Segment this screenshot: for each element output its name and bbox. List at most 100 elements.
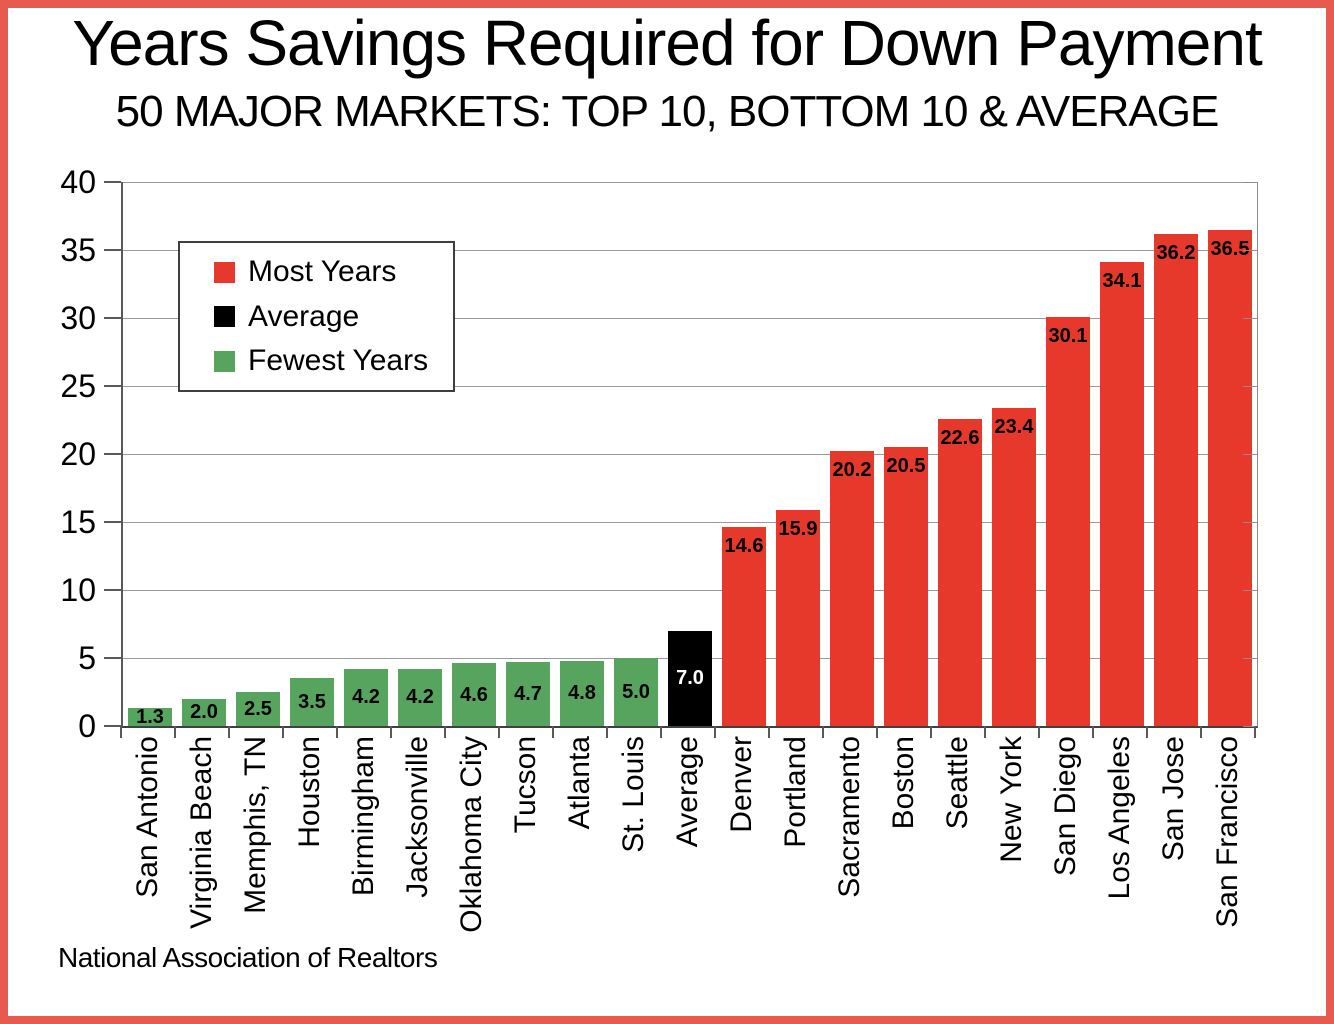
- bar: 15.9: [776, 509, 820, 726]
- x-axis-tick: [714, 726, 716, 738]
- legend-item-average: Average: [214, 299, 443, 333]
- plot-area: 1.3 2.0 2.5 3.5 4.2 4.2 4.6 4.7 4.8 5.0 7.0 14.6 15.…: [121, 182, 1258, 728]
- x-axis-label: Oklahoma City: [455, 736, 488, 933]
- bar: 4.7: [506, 662, 550, 726]
- gridline: [123, 182, 1257, 183]
- bar-value-label: 20.5: [886, 455, 926, 478]
- x-axis-label: Boston: [887, 736, 920, 830]
- right-border-tick: [1243, 318, 1255, 319]
- y-axis-label: 10: [60, 572, 96, 608]
- legend-swatch-average: [214, 306, 235, 327]
- bar-value-label: 7.0: [676, 667, 704, 690]
- x-axis-tick: [1254, 726, 1256, 738]
- x-axis-tick: [606, 726, 608, 738]
- x-axis-label: St. Louis: [617, 736, 650, 853]
- x-axis-label: New York: [995, 736, 1028, 863]
- x-axis-label: Houston: [293, 736, 326, 848]
- right-border-tick: [1243, 386, 1255, 387]
- x-axis-label: Sacramento: [833, 736, 866, 898]
- bar: 14.6: [722, 527, 766, 726]
- y-axis-label: 0: [78, 708, 96, 744]
- y-axis-tick: [104, 521, 121, 523]
- bar: 20.5: [884, 447, 928, 726]
- bar-value-label: 4.7: [514, 683, 542, 706]
- bar: 2.5: [236, 692, 280, 726]
- x-axis-tick: [120, 726, 122, 738]
- x-axis-tick: [660, 726, 662, 738]
- bar: 20.2: [830, 451, 874, 726]
- legend: Most Years Average Fewest Years: [178, 241, 455, 392]
- y-axis-tick: [104, 725, 121, 727]
- x-axis-label: Memphis, TN: [239, 736, 272, 914]
- right-border-tick: [1243, 590, 1255, 591]
- bar: 4.8: [560, 660, 604, 726]
- y-axis-label: 5: [78, 640, 96, 676]
- x-axis-label: Tucson: [509, 736, 542, 834]
- gridline: [123, 318, 1257, 319]
- x-axis-tick: [282, 726, 284, 738]
- y-axis-label: 30: [60, 300, 96, 336]
- bar: 4.6: [452, 663, 496, 726]
- x-axis-label: Birmingham: [347, 736, 380, 897]
- gridline: [123, 454, 1257, 455]
- bar-value-label: 4.2: [352, 686, 380, 709]
- legend-item-fewest-years: Fewest Years: [214, 346, 443, 376]
- bar: 7.0: [668, 630, 712, 726]
- bar-value-label: 14.6: [724, 535, 764, 558]
- y-axis-tick: [104, 385, 121, 387]
- chart-subtitle: 50 MAJOR MARKETS: TOP 10, BOTTOM 10 & AV…: [115, 87, 1220, 136]
- x-axis-label: San Jose: [1157, 736, 1190, 862]
- y-axis-tick: [104, 249, 121, 251]
- bar: 5.0: [614, 658, 658, 726]
- gridline: [123, 522, 1257, 523]
- x-axis-tick: [498, 726, 500, 738]
- bar: 4.2: [344, 668, 388, 726]
- bar: 34.1: [1100, 262, 1144, 726]
- bar: 36.2: [1154, 233, 1198, 726]
- x-axis-tick: [876, 726, 878, 738]
- bar-value-label: 2.5: [244, 698, 272, 720]
- bar-value-label: 2.0: [190, 701, 218, 724]
- x-axis-tick: [768, 726, 770, 738]
- right-border-tick: [1243, 522, 1255, 523]
- x-axis-label: San Diego: [1049, 736, 1082, 877]
- bar: 3.5: [290, 678, 334, 726]
- y-axis-tick: [104, 657, 121, 659]
- x-axis-tick: [1146, 726, 1148, 738]
- x-axis-tick: [1038, 726, 1040, 738]
- x-axis-label: Virginia Beach: [185, 736, 218, 929]
- legend-label-average: Average: [248, 299, 360, 333]
- y-axis-label: 25: [60, 368, 96, 404]
- source-attribution: National Association of Realtors: [58, 942, 438, 973]
- right-border-tick: [1243, 658, 1255, 659]
- bar-value-label: 3.5: [298, 691, 326, 714]
- y-axis-tick: [104, 453, 121, 455]
- bar-value-label: 30.1: [1048, 324, 1088, 347]
- x-axis-label: San Antonio: [131, 736, 164, 898]
- x-axis-tick: [984, 726, 986, 738]
- bar: 22.6: [938, 418, 982, 726]
- gridline: [123, 590, 1257, 591]
- bar-value-label: 34.1: [1102, 270, 1142, 293]
- bar-value-label: 20.2: [832, 459, 872, 482]
- bar: 4.2: [398, 668, 442, 726]
- y-axis-tick: [104, 589, 121, 591]
- y-axis-label: 15: [60, 504, 96, 540]
- bar: 1.3: [128, 706, 172, 728]
- bar: 30.1: [1046, 316, 1090, 726]
- bar-value-label: 36.2: [1156, 241, 1196, 264]
- bar-value-label: 22.6: [940, 426, 980, 449]
- legend-label-most-years: Most Years: [248, 255, 397, 288]
- x-axis-label: Seattle: [941, 736, 974, 830]
- x-axis-label: Atlanta: [563, 736, 596, 830]
- x-axis-label: Portland: [779, 736, 812, 848]
- y-axis-label: 40: [60, 164, 96, 200]
- legend-item-most-years: Most Years: [214, 257, 443, 287]
- x-axis-tick: [336, 726, 338, 738]
- bar: 2.0: [182, 698, 226, 726]
- x-axis-tick: [390, 726, 392, 738]
- bar: 36.5: [1208, 229, 1252, 726]
- gridline: [123, 386, 1257, 387]
- right-border-tick: [1243, 250, 1255, 251]
- y-axis-tick: [104, 181, 121, 183]
